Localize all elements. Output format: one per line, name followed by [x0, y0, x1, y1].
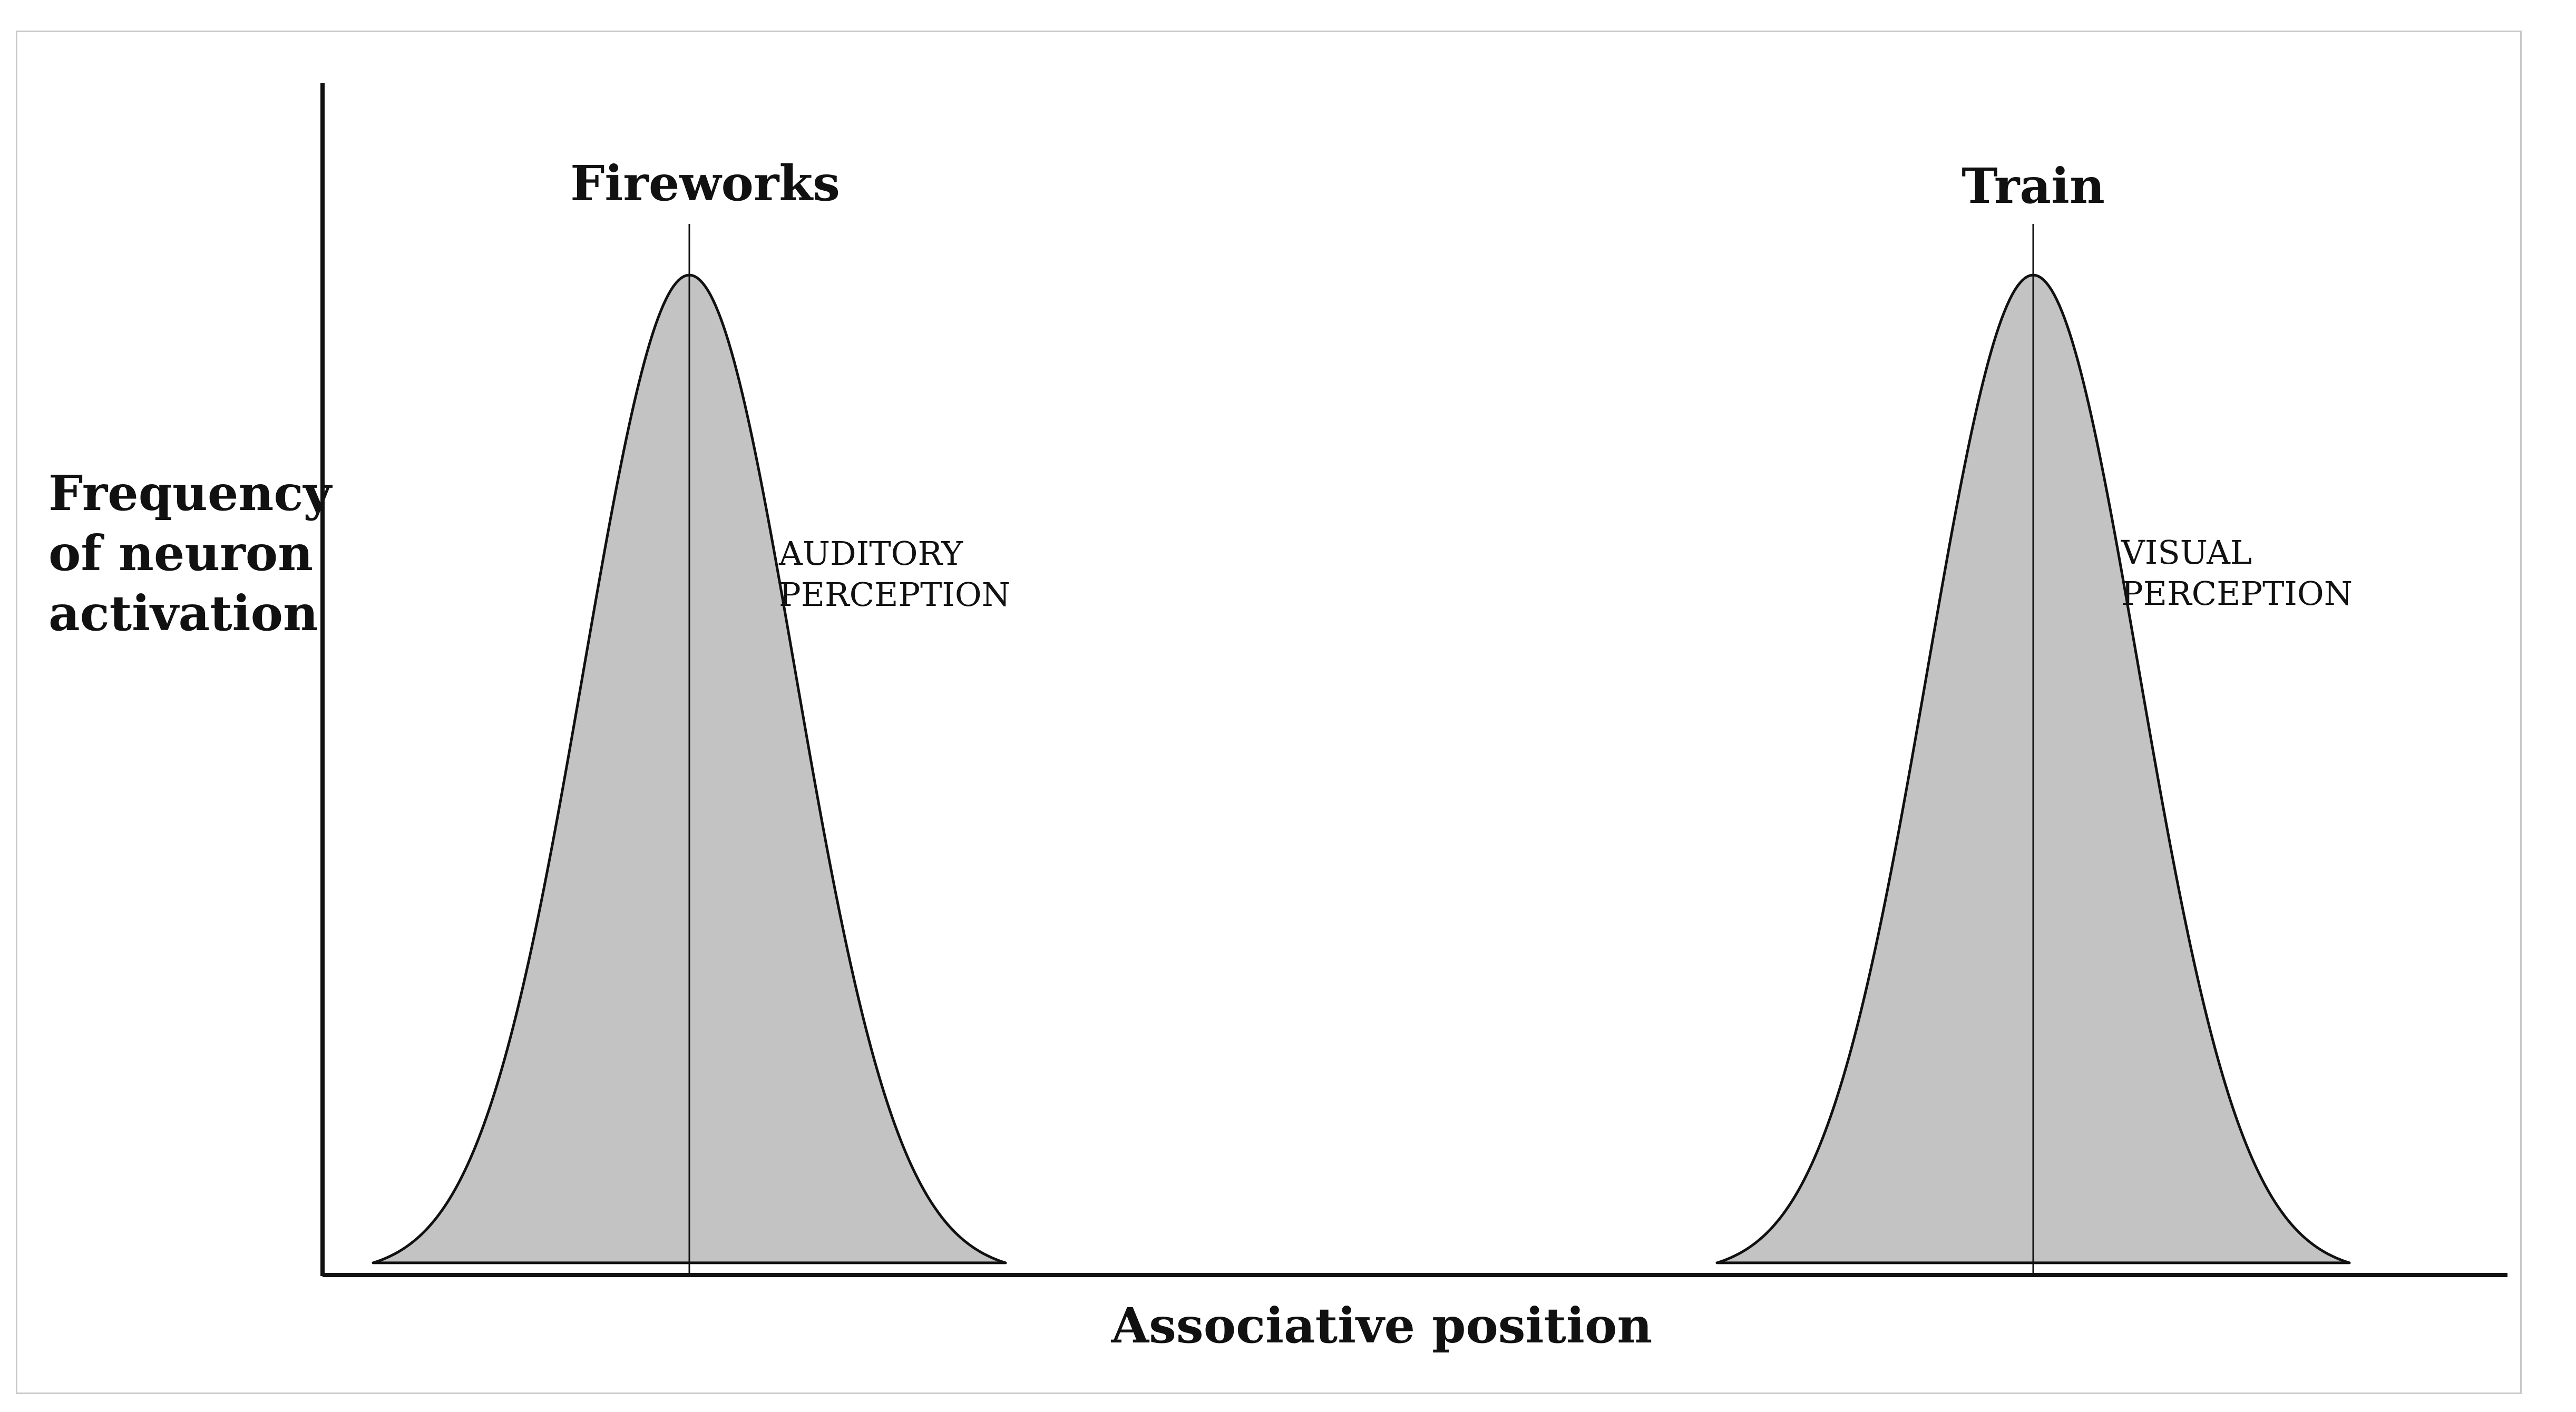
- y-axis-label-line1: Frequency: [48, 465, 333, 522]
- visual-perception-label-line2: PERCEPTION: [2121, 574, 2353, 613]
- auditory-perception-label-line1: AUDITORY: [778, 534, 963, 573]
- auditory-perception-label-line2: PERCEPTION: [779, 575, 1010, 614]
- x-axis-label: Associative position: [1111, 1297, 1653, 1354]
- curves-group: [372, 273, 2351, 1264]
- train-title: Train: [1962, 158, 2105, 214]
- y-axis-label-line2: of neuron: [48, 525, 313, 582]
- visual-perception-label-line1: VISUAL: [2121, 533, 2252, 572]
- y-axis-label-line3: activation: [48, 585, 318, 642]
- fireworks-title: Fireworks: [570, 155, 840, 212]
